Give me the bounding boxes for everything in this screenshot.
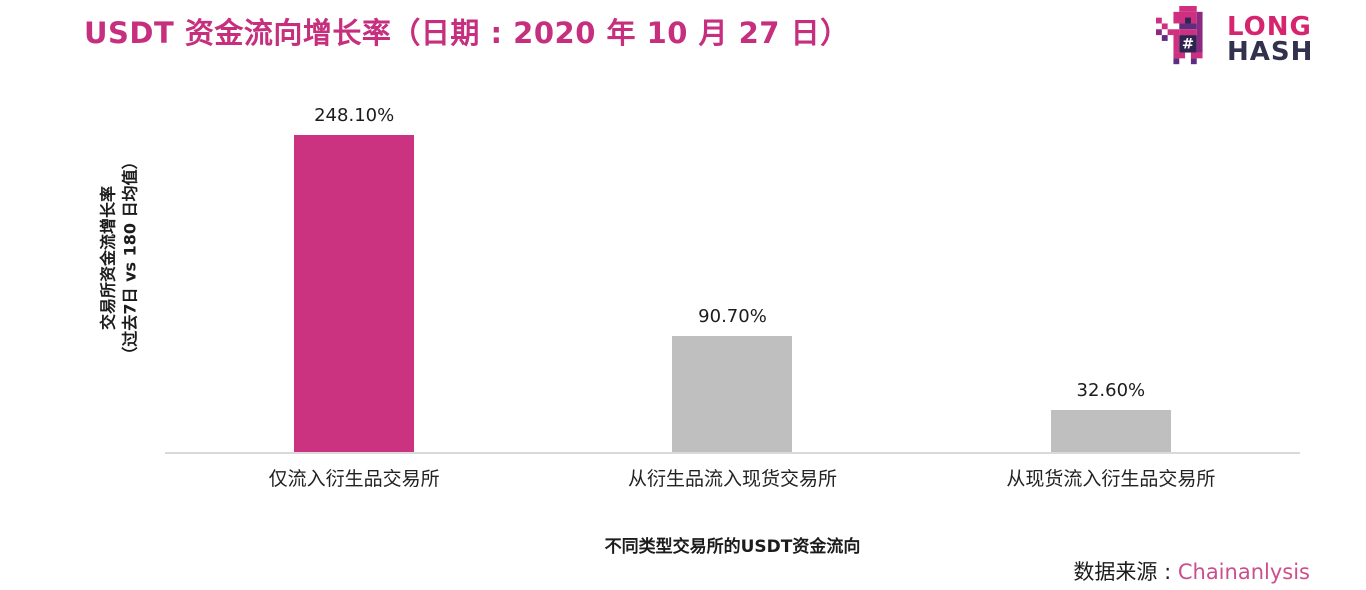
bar-column: 90.70% xyxy=(543,0,921,452)
x-axis-line xyxy=(165,452,1300,454)
longhash-wordmark: LONG HASH xyxy=(1227,11,1314,67)
bar-column: 248.10% xyxy=(165,0,543,452)
data-source-label: 数据来源 : xyxy=(1073,560,1178,584)
y-axis-label: 交易所资金流增长率 （过去7日 vs 180 日均值） xyxy=(98,153,143,362)
bar xyxy=(294,135,415,452)
data-source: 数据来源 : Chainanlysis xyxy=(1073,556,1310,586)
bar xyxy=(1050,410,1171,452)
bar-value-label: 90.70% xyxy=(698,306,767,327)
bar-value-label: 248.10% xyxy=(314,105,395,126)
logo-word-hash: HASH xyxy=(1227,37,1314,67)
x-axis-label: 不同类型交易所的USDT资金流向 xyxy=(604,537,861,557)
y-axis-label-line2: （过去7日 vs 180 日均值） xyxy=(121,153,140,363)
plot-area: 248.10% 90.70% 32.60% xyxy=(165,0,1300,452)
chart-title: USDT 资金流向增长率（日期 : 2020 年 10 月 27 日） xyxy=(84,16,850,50)
longhash-mascot-icon: # xyxy=(1156,6,1220,74)
category-label: 仅流入衍生品交易所 xyxy=(268,468,440,490)
y-axis-label-line1: 交易所资金流增长率 xyxy=(98,185,118,331)
bars-container: 248.10% 90.70% 32.60% xyxy=(165,0,1300,452)
bar-value-label: 32.60% xyxy=(1076,380,1146,401)
bar xyxy=(672,336,793,452)
category-label: 从衍生品流入现货交易所 xyxy=(627,468,837,490)
logo-word-long: LONG xyxy=(1227,11,1312,42)
category-label: 从现货流入衍生品交易所 xyxy=(1006,468,1216,490)
longhash-logo: # LONG HASH xyxy=(1156,6,1313,74)
svg-text:#: # xyxy=(1182,37,1194,53)
bar-column: 32.60% xyxy=(922,0,1300,452)
category-labels-row: 仅流入衍生品交易所 从衍生品流入现货交易所 从现货流入衍生品交易所 xyxy=(165,464,1300,491)
data-source-value: Chainanlysis xyxy=(1177,560,1310,584)
